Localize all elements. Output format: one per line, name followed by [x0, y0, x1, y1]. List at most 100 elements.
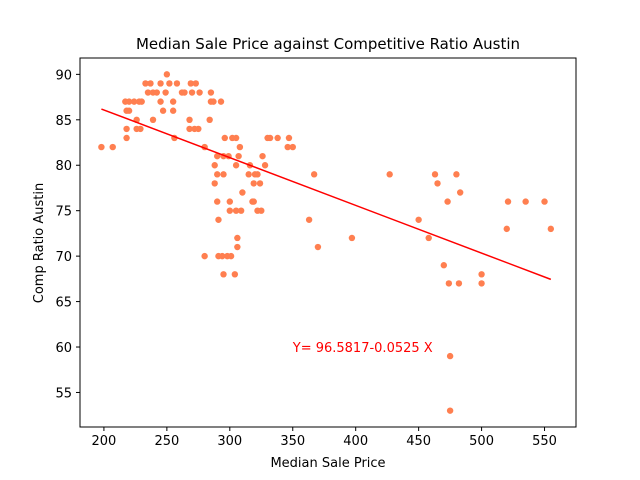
data-point [215, 216, 222, 223]
x-tick-label: 300 [217, 434, 242, 449]
y-axis: 55 60 65 70 75 80 85 90 [55, 68, 80, 401]
data-point [305, 216, 313, 223]
data-point [235, 152, 242, 160]
data-point [147, 80, 154, 87]
data-point [522, 198, 529, 205]
data-point [98, 143, 105, 151]
axes-frame [79, 57, 577, 428]
data-point [201, 252, 208, 260]
plot-area: Y= 96.5817-0.0525 X [79, 57, 577, 428]
data-point [289, 143, 296, 151]
data-point [226, 198, 234, 205]
data-point [137, 125, 144, 133]
data-point [192, 80, 200, 87]
data-point [144, 89, 152, 96]
data-point [188, 89, 196, 96]
data-point [226, 207, 234, 214]
data-point [425, 234, 432, 242]
y-axis-label: Comp Ratio Austin [32, 183, 47, 303]
x-tick-label: 500 [469, 434, 494, 449]
data-point [274, 134, 281, 142]
data-point [254, 171, 261, 178]
data-point [187, 80, 194, 87]
data-point [123, 134, 130, 142]
x-axis: 200 250 300 350 400 450 500 550 [92, 427, 557, 449]
data-point [250, 180, 257, 187]
data-point [503, 225, 510, 233]
y-tick-label: 55 [55, 386, 72, 401]
data-point [237, 207, 245, 214]
data-point [266, 134, 274, 142]
data-point [284, 143, 291, 151]
x-tick-label: 250 [154, 434, 179, 449]
data-point [440, 262, 448, 269]
chart-title: Median Sale Price against Competitive Ra… [136, 35, 520, 53]
data-point [415, 216, 422, 223]
data-point [261, 162, 269, 169]
data-point [314, 243, 322, 251]
data-point [386, 171, 393, 178]
data-point [547, 225, 555, 233]
data-point [250, 198, 257, 205]
data-point [125, 107, 133, 114]
data-point [142, 80, 149, 87]
data-point [186, 116, 193, 124]
data-point [231, 271, 239, 278]
data-point [227, 252, 235, 260]
data-point [206, 116, 213, 124]
x-tick-label: 200 [92, 434, 117, 449]
data-point [348, 234, 356, 242]
data-point [159, 107, 167, 114]
data-point [453, 171, 460, 178]
x-tick-label: 450 [406, 434, 431, 449]
data-point [445, 280, 453, 287]
data-point [256, 180, 264, 187]
data-point [455, 280, 463, 287]
data-point [138, 98, 145, 105]
data-point [219, 252, 226, 260]
data-point [211, 162, 218, 169]
data-point [456, 189, 464, 196]
data-point [310, 171, 318, 178]
data-point [245, 171, 252, 178]
y-tick-label: 60 [55, 341, 72, 356]
data-point [285, 134, 293, 142]
y-tick-label: 75 [55, 205, 72, 220]
data-point [173, 80, 181, 87]
data-point [157, 98, 164, 105]
data-point [166, 80, 173, 87]
data-point [109, 143, 116, 151]
y-tick-label: 65 [55, 296, 72, 311]
data-point [236, 143, 244, 151]
data-point [232, 207, 240, 214]
data-point [125, 98, 133, 105]
data-point [149, 116, 157, 124]
y-tick-label: 85 [55, 114, 72, 129]
data-point [214, 198, 221, 205]
data-point [234, 234, 241, 242]
data-point [434, 180, 441, 187]
data-point [220, 171, 227, 178]
data-point [214, 171, 221, 178]
data-point [446, 352, 454, 360]
data-point [232, 134, 240, 142]
data-point [259, 152, 266, 160]
data-point [221, 134, 228, 142]
data-point [232, 162, 240, 169]
regression-line [101, 108, 552, 281]
data-point [157, 80, 164, 87]
data-point [478, 280, 485, 287]
data-point [153, 89, 160, 96]
data-point [444, 198, 451, 205]
data-point [130, 98, 138, 105]
data-point [234, 243, 241, 251]
data-point [431, 171, 439, 178]
data-point [210, 98, 217, 105]
fit-layer [101, 108, 552, 281]
data-point [217, 98, 225, 105]
regression-equation: Y= 96.5817-0.0525 X [292, 341, 433, 356]
data-point [478, 271, 485, 278]
y-tick-label: 90 [55, 68, 72, 83]
